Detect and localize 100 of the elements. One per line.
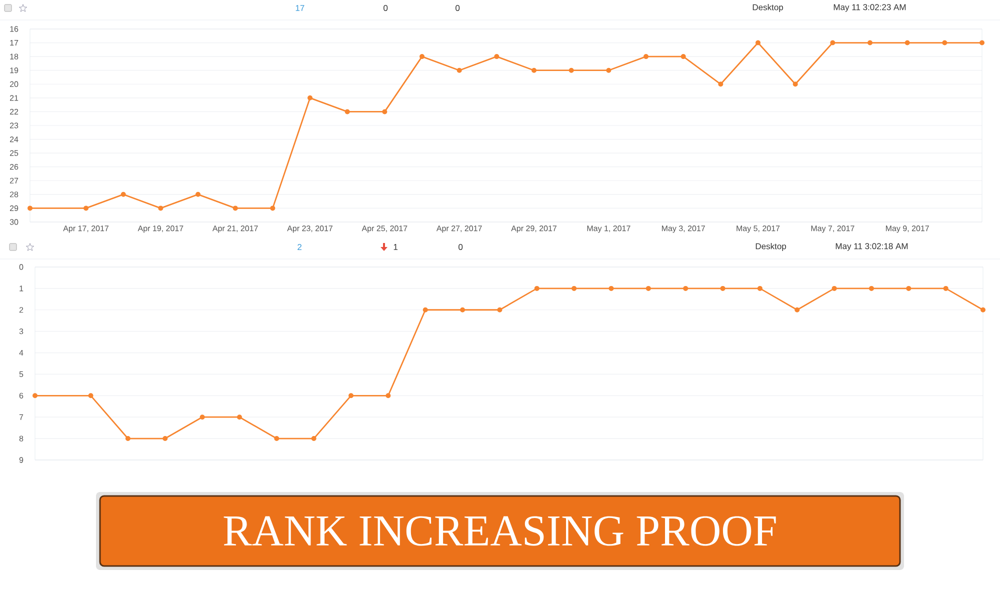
point — [84, 206, 89, 211]
y-tick-label: 6 — [19, 392, 24, 398]
y-tick-label: 3 — [19, 328, 24, 334]
point — [158, 206, 164, 211]
text: May 11 3:02:23 AM — [834, 4, 906, 12]
point — [120, 192, 126, 197]
point — [756, 40, 761, 46]
point — [311, 436, 316, 442]
point — [718, 82, 724, 87]
y-tick-label: 1 — [20, 286, 24, 292]
point — [460, 307, 466, 312]
point — [456, 68, 462, 73]
point — [125, 436, 130, 442]
point — [757, 286, 762, 291]
point — [422, 307, 428, 312]
y-tick-label: 5 — [19, 371, 24, 377]
point — [236, 414, 242, 420]
text: 1 — [394, 244, 398, 250]
point — [980, 307, 986, 312]
point — [720, 286, 726, 291]
y-tick-label: 23 — [10, 122, 18, 128]
x-tick-label: Apr 29, 2017 — [511, 226, 556, 233]
point — [497, 307, 502, 312]
y-tick-label: 16 — [10, 26, 18, 32]
point — [572, 286, 577, 291]
point — [906, 286, 912, 291]
point — [382, 109, 388, 114]
x-tick-label: May 3, 2017 — [662, 226, 705, 233]
text: Desktop — [752, 4, 784, 12]
point — [532, 68, 537, 73]
point — [196, 192, 201, 197]
point — [904, 40, 910, 46]
point — [943, 286, 948, 291]
x-tick-label: May 7, 2017 — [811, 226, 854, 233]
y-tick-label: 24 — [10, 136, 18, 142]
x-tick-label: May 5, 2017 — [736, 226, 780, 233]
point — [606, 68, 612, 73]
y-tick-label: 17 — [10, 40, 18, 46]
y-tick-label: 26 — [10, 164, 18, 170]
point — [88, 393, 94, 398]
x-tick-label: Apr 25, 2017 — [362, 226, 408, 233]
point — [683, 286, 688, 291]
y-tick-label: 9 — [19, 457, 24, 463]
y-tick-label: 28 — [10, 192, 18, 198]
point — [420, 54, 425, 60]
y-tick-label: 0 — [19, 264, 24, 270]
point — [794, 307, 800, 312]
y-tick-label: 7 — [19, 414, 24, 420]
point — [386, 393, 391, 398]
x-tick-label: Apr 23, 2017 — [287, 226, 332, 233]
point — [832, 286, 837, 291]
point — [348, 393, 354, 398]
y-tick-label: 22 — [10, 108, 18, 114]
x-tick-label: Apr 19, 2017 — [138, 226, 184, 233]
point — [270, 206, 276, 211]
text: Desktop — [756, 243, 786, 251]
x-tick-label: Apr 21, 2017 — [212, 226, 258, 233]
y-tick-label: 8 — [19, 436, 24, 442]
y-tick-label: 30 — [10, 219, 18, 225]
y-tick-label: 21 — [10, 95, 18, 101]
point — [274, 436, 280, 442]
y-tick-label: 27 — [10, 178, 18, 184]
point — [608, 286, 614, 291]
point — [28, 206, 33, 211]
x-tick-label: May 1, 2017 — [587, 226, 630, 233]
point — [830, 40, 836, 46]
x-tick-label: Apr 27, 2017 — [436, 226, 482, 233]
text: RANK INCREASING PROOF — [224, 516, 776, 546]
point — [344, 109, 350, 114]
text: 2 — [298, 244, 302, 250]
point — [568, 68, 574, 73]
y-tick-label: 4 — [19, 350, 24, 356]
point — [534, 286, 540, 291]
y-tick-label: 19 — [10, 68, 18, 74]
text: 0 — [458, 244, 463, 250]
x-tick-label: Apr 17, 2017 — [63, 226, 109, 233]
text: 0 — [456, 4, 460, 11]
point — [494, 54, 500, 60]
text: 17 — [296, 5, 304, 11]
point — [680, 54, 686, 60]
point — [32, 393, 38, 398]
point — [942, 40, 948, 46]
y-tick-label: 29 — [10, 205, 18, 212]
point — [980, 40, 985, 46]
y-tick-label: 25 — [10, 150, 18, 156]
point — [868, 40, 873, 46]
point — [162, 436, 168, 442]
text: 0 — [384, 4, 388, 11]
point — [792, 82, 798, 87]
point — [200, 414, 205, 420]
point — [644, 54, 649, 60]
point — [308, 95, 313, 100]
x-tick-label: May 9, 2017 — [886, 226, 929, 233]
point — [868, 286, 874, 291]
y-tick-label: 18 — [10, 54, 18, 60]
point — [646, 286, 651, 291]
y-tick-label: 2 — [19, 307, 24, 313]
text: May 11 3:02:18 AM — [836, 243, 908, 251]
y-tick-label: 20 — [10, 81, 18, 87]
point — [232, 206, 238, 211]
